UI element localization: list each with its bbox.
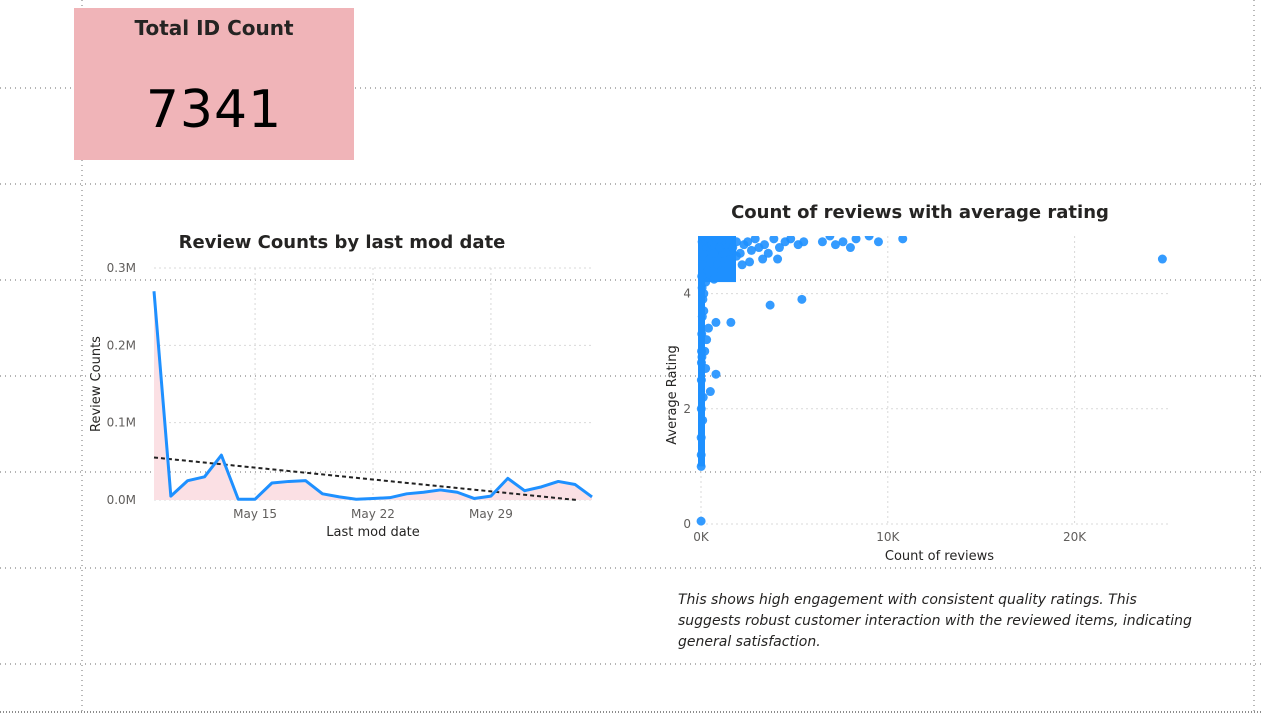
scatter-point[interactable] bbox=[697, 237, 707, 247]
scatter-point[interactable] bbox=[728, 243, 738, 253]
scatter-point[interactable] bbox=[705, 254, 715, 264]
scatter-chart-visual[interactable]: Count of reviews with average rating 0 2 4… bbox=[650, 196, 1190, 568]
scatter-point[interactable] bbox=[845, 243, 855, 253]
scatter-point[interactable] bbox=[745, 257, 755, 267]
scatter-point[interactable] bbox=[709, 274, 719, 284]
y-axis-title: Review Counts bbox=[89, 336, 104, 432]
scatter-point[interactable] bbox=[701, 363, 711, 373]
kpi-card-title: Total ID Count bbox=[134, 16, 294, 40]
scatter-point[interactable] bbox=[1157, 254, 1167, 264]
scatter-chart-title: Count of reviews with average rating bbox=[731, 202, 1109, 223]
scatter-point[interactable] bbox=[703, 323, 713, 333]
kpi-card-total-id-count[interactable]: Total ID Count 7341 bbox=[74, 8, 354, 160]
x-tick-label: 0K bbox=[693, 530, 710, 544]
kpi-card-value: 7341 bbox=[145, 80, 283, 140]
x-axis-title: Last mod date bbox=[326, 525, 420, 540]
scatter-point[interactable] bbox=[763, 248, 773, 258]
scatter-point[interactable] bbox=[696, 375, 706, 385]
scatter-point[interactable] bbox=[746, 245, 756, 255]
scatter-point[interactable] bbox=[696, 461, 706, 471]
y-tick-label: 4 bbox=[683, 287, 691, 301]
scatter-point[interactable] bbox=[898, 234, 908, 244]
scatter-point[interactable] bbox=[754, 243, 764, 253]
scatter-point[interactable] bbox=[739, 240, 749, 250]
scatter-point[interactable] bbox=[774, 243, 784, 253]
scatter-point[interactable] bbox=[705, 387, 715, 397]
scatter-point[interactable] bbox=[864, 232, 874, 241]
y-axis-title: Average Rating bbox=[665, 345, 680, 444]
scatter-point[interactable] bbox=[697, 329, 707, 339]
scatter-point[interactable] bbox=[711, 369, 721, 379]
scatter-point[interactable] bbox=[825, 232, 835, 241]
scatter-point[interactable] bbox=[698, 392, 708, 402]
scatter-point[interactable] bbox=[696, 433, 706, 443]
scatter-point[interactable] bbox=[773, 254, 783, 264]
y-tick-label: 0.2M bbox=[107, 338, 136, 352]
scatter-point[interactable] bbox=[696, 404, 706, 414]
y-tick-label: 0.1M bbox=[107, 416, 136, 430]
scatter-points bbox=[696, 232, 1167, 526]
scatter-point[interactable] bbox=[780, 237, 790, 247]
y-tick-label: 2 bbox=[683, 402, 691, 416]
series-line[interactable] bbox=[152, 291, 593, 501]
scatter-point[interactable] bbox=[698, 248, 708, 258]
line-chart-visual[interactable]: Review Counts by last mod date 0.0M 0.1M 0… bbox=[72, 228, 612, 548]
scatter-point[interactable] bbox=[726, 317, 736, 327]
scatter-point[interactable] bbox=[765, 300, 775, 310]
scatter-point[interactable] bbox=[737, 260, 747, 270]
scatter-point[interactable] bbox=[838, 237, 848, 247]
scatter-point[interactable] bbox=[758, 254, 768, 264]
x-tick-label: May 29 bbox=[469, 507, 513, 521]
scatter-point[interactable] bbox=[697, 312, 707, 322]
scatter-point[interactable] bbox=[698, 294, 708, 304]
scatter-point[interactable] bbox=[830, 240, 840, 250]
line-chart-svg: 0.0M 0.1M 0.2M 0.3M May 15 May 22 May 29 Last m… bbox=[89, 261, 593, 540]
scatter-point[interactable] bbox=[817, 237, 827, 247]
x-tick-label: 20K bbox=[1063, 530, 1087, 544]
scatter-point[interactable] bbox=[697, 283, 707, 293]
x-tick-label: May 22 bbox=[351, 507, 395, 521]
x-tick-label: 10K bbox=[876, 530, 900, 544]
scatter-point[interactable] bbox=[750, 234, 760, 244]
scatter-point[interactable] bbox=[715, 243, 725, 253]
scatter-point[interactable] bbox=[717, 266, 727, 276]
scatter-point[interactable] bbox=[851, 234, 861, 244]
scatter-point[interactable] bbox=[769, 234, 779, 244]
x-tick-label: May 15 bbox=[233, 507, 277, 521]
scatter-point[interactable] bbox=[696, 450, 706, 460]
scatter-point[interactable] bbox=[793, 240, 803, 250]
scatter-point[interactable] bbox=[697, 352, 707, 362]
scatter-point[interactable] bbox=[696, 516, 706, 526]
y-tick-label: 0.0M bbox=[107, 493, 136, 507]
narrative-text: This shows high engagement with consiste… bbox=[678, 592, 1192, 650]
scatter-point[interactable] bbox=[731, 251, 741, 261]
y-tick-label: 0 bbox=[683, 517, 691, 531]
x-axis-title: Count of reviews bbox=[885, 549, 994, 564]
scatter-point[interactable] bbox=[698, 415, 708, 425]
scatter-point[interactable] bbox=[711, 317, 721, 327]
y-tick-label: 0.3M bbox=[107, 261, 136, 275]
scatter-point[interactable] bbox=[873, 237, 883, 247]
scatter-point[interactable] bbox=[697, 271, 707, 281]
line-chart-title: Review Counts by last mod date bbox=[178, 232, 506, 253]
scatter-chart-svg: 0 2 4 0K 10K 20K Count of reviews Average Ratin… bbox=[665, 232, 1168, 564]
scatter-point[interactable] bbox=[697, 260, 707, 270]
scatter-point[interactable] bbox=[797, 294, 807, 304]
